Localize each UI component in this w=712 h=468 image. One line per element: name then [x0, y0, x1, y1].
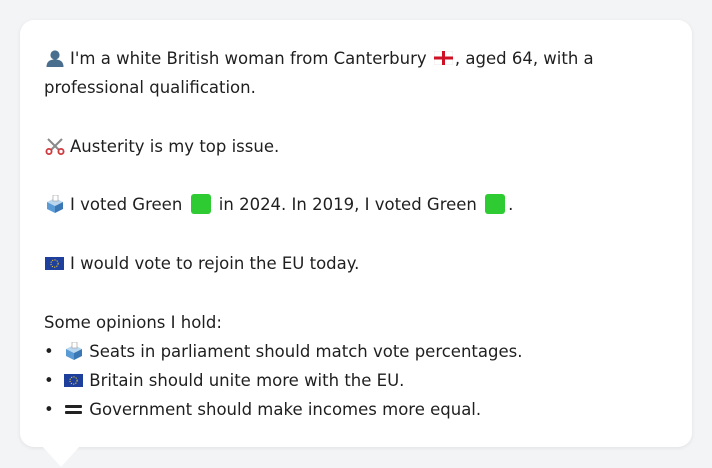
bullet: •	[44, 371, 54, 390]
green-square-icon	[485, 194, 506, 214]
eu-stance-text: I would vote to rejoin the EU today.	[70, 254, 360, 273]
intro-text-suffix: , aged 64, with a	[454, 49, 594, 68]
opinion-text: Government should make incomes more equa…	[89, 400, 482, 419]
eu-flag-icon	[63, 371, 85, 389]
ballot-box-icon	[63, 342, 85, 360]
vote-text-2024: I voted Green	[70, 195, 183, 214]
vote-text-2019: in 2024. In 2019, I voted Green	[218, 195, 477, 214]
green-square-icon	[190, 194, 211, 214]
opinion-item: • Seats in parliament should match vote …	[44, 337, 674, 366]
intro-line: I'm a white British woman from Canterbur…	[44, 44, 674, 73]
top-issue-text: Austerity is my top issue.	[70, 137, 280, 156]
speech-bubble-tail	[42, 446, 80, 467]
bullet: •	[44, 342, 54, 361]
bullet: •	[44, 400, 54, 419]
eu-stance-line: I would vote to rejoin the EU today.	[44, 249, 674, 278]
intro-line-continued: professional qualification.	[44, 73, 674, 102]
persona-card: I'm a white British woman from Canterbur…	[20, 20, 692, 447]
opinion-text: Seats in parliament should match vote pe…	[89, 342, 523, 361]
person-silhouette-icon	[44, 49, 66, 67]
intro-text: I'm a white British woman from Canterbur…	[70, 49, 427, 68]
vote-history-line: I voted Green in 2024. In 2019, I voted …	[44, 190, 674, 219]
opinions-heading-text: Some opinions I hold:	[44, 313, 222, 332]
opinion-text: Britain should unite more with the EU.	[89, 371, 405, 390]
intro-text-continued: professional qualification.	[44, 78, 256, 97]
eu-flag-icon	[44, 254, 66, 272]
opinion-item: • Government should make incomes more eq…	[44, 395, 674, 424]
opinions-heading: Some opinions I hold:	[44, 308, 674, 337]
equals-icon	[63, 400, 85, 418]
top-issue-line: Austerity is my top issue.	[44, 132, 674, 161]
ballot-box-icon	[44, 195, 66, 213]
opinion-item: • Britain should unite more with the EU.	[44, 366, 674, 395]
vote-text-end: .	[508, 195, 514, 214]
scissors-icon	[44, 137, 66, 155]
england-flag-icon	[433, 45, 454, 66]
